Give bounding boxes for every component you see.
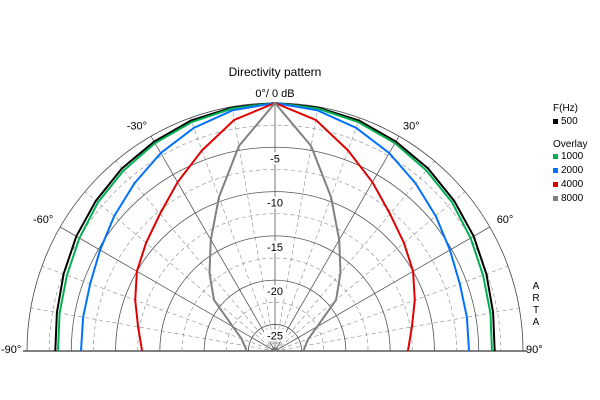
legend-swatch-500 bbox=[553, 119, 558, 124]
legend-label-500: 500 bbox=[561, 116, 578, 127]
db-tick-label: -10 bbox=[267, 198, 283, 210]
legend-overlay-header: Overlay bbox=[553, 139, 587, 150]
legend-header: F(Hz) bbox=[553, 103, 578, 114]
db-tick-label: -5 bbox=[270, 153, 280, 165]
legend-label-4000: 4000 bbox=[561, 179, 584, 190]
legend-swatch-8000 bbox=[553, 196, 558, 201]
legend-swatch-2000 bbox=[553, 168, 558, 173]
chart-labels: 0°/ 0 dB -5 -10 -15 -20 -25 -90° -60° -30° 30° 60°… bbox=[1, 88, 543, 356]
grid-spoke bbox=[150, 136, 276, 352]
grid-ring bbox=[203, 279, 347, 352]
angle-label: -60° bbox=[33, 214, 53, 226]
brand-letter: T bbox=[533, 305, 539, 316]
grid-spoke bbox=[84, 191, 276, 352]
grid-spoke bbox=[274, 117, 361, 352]
grid-spoke bbox=[189, 117, 276, 352]
db-tick-bg bbox=[264, 329, 286, 342]
grid-ring bbox=[159, 235, 391, 352]
db-tick-label: -25 bbox=[267, 330, 283, 342]
db-tick-bg bbox=[264, 196, 286, 209]
grid-spoke bbox=[274, 307, 520, 352]
db-tick-bg bbox=[264, 285, 286, 298]
grid-ring bbox=[70, 146, 480, 352]
angle-label: -30° bbox=[127, 120, 147, 132]
grid-spoke bbox=[274, 226, 490, 352]
legend-swatch-4000 bbox=[553, 182, 558, 187]
db-tick-label: 0°/ 0 dB bbox=[255, 88, 294, 100]
angle-label: 30° bbox=[403, 120, 420, 132]
grid-spoke bbox=[274, 191, 466, 352]
legend-label-1000: 1000 bbox=[561, 151, 584, 162]
db-tick-label: -15 bbox=[267, 242, 283, 254]
grid-spoke bbox=[274, 265, 509, 352]
series-curve-8000 bbox=[208, 102, 342, 352]
brand-letter: R bbox=[532, 293, 539, 304]
polar-grid bbox=[23, 102, 527, 352]
brand-letter: A bbox=[533, 317, 540, 328]
grid-ring bbox=[181, 257, 369, 352]
grid-spoke bbox=[274, 160, 435, 352]
grid-ring bbox=[93, 169, 457, 352]
series-curves bbox=[54, 102, 496, 352]
grid-spoke bbox=[115, 160, 276, 352]
legend-swatch-1000 bbox=[553, 154, 558, 159]
legend: 500 1000 2000 4000 8000 bbox=[553, 116, 584, 204]
grid-spoke bbox=[274, 136, 400, 352]
grid-spoke bbox=[30, 307, 276, 352]
chart-title: Directivity pattern bbox=[229, 65, 322, 79]
grid-ring bbox=[137, 213, 413, 352]
legend-label-8000: 8000 bbox=[561, 193, 584, 204]
angle-label: 90° bbox=[526, 344, 543, 356]
legend-label-2000: 2000 bbox=[561, 165, 584, 176]
db-tick-label: -20 bbox=[267, 286, 283, 298]
db-tick-bg bbox=[264, 152, 286, 165]
angle-label: 60° bbox=[497, 214, 514, 226]
grid-spoke bbox=[60, 226, 276, 352]
angle-label: -90° bbox=[1, 344, 21, 356]
brand-letter: A bbox=[533, 281, 540, 292]
grid-ring bbox=[248, 324, 302, 352]
grid-spoke bbox=[41, 265, 276, 352]
grid-ring bbox=[115, 191, 435, 352]
db-tick-bg bbox=[264, 240, 286, 253]
grid-ring bbox=[225, 302, 325, 352]
